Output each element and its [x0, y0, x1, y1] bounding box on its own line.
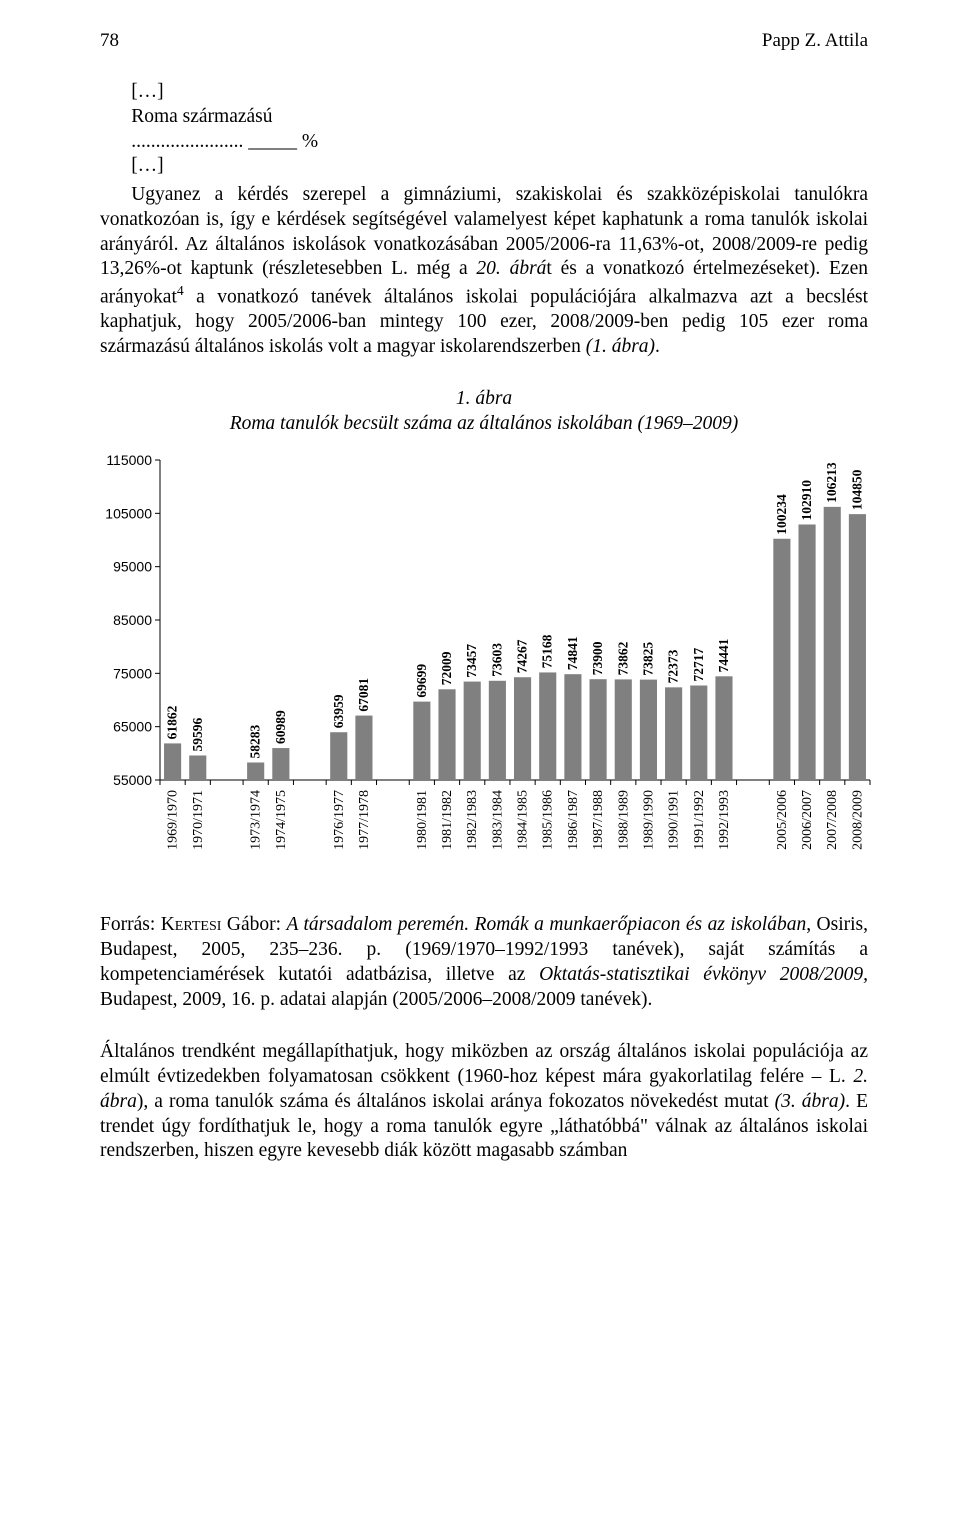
svg-text:58283: 58283: [248, 725, 263, 759]
svg-text:95000: 95000: [113, 559, 152, 575]
svg-text:1989/1990: 1989/1990: [641, 790, 656, 850]
svg-text:1974/1975: 1974/1975: [274, 790, 289, 850]
svg-text:2006/2007: 2006/2007: [800, 790, 815, 850]
paragraph-1: Ugyanez a kérdés szerepel a gimnáziumi, …: [100, 183, 868, 360]
ellipsis-close: […]: [100, 154, 868, 179]
p2-seg-c: ), a roma tanulók száma és általános isk…: [137, 1091, 775, 1112]
svg-text:75000: 75000: [113, 666, 152, 682]
svg-text:1992/1993: 1992/1993: [717, 790, 732, 850]
svg-text:100234: 100234: [774, 494, 789, 535]
svg-text:1984/1985: 1984/1985: [516, 790, 531, 850]
svg-text:1973/1974: 1973/1974: [249, 790, 264, 850]
svg-text:2008/2009: 2008/2009: [850, 790, 865, 850]
svg-text:63959: 63959: [331, 695, 346, 729]
svg-text:67081: 67081: [356, 678, 371, 712]
page-number: 78: [100, 30, 119, 52]
svg-text:59596: 59596: [190, 718, 205, 752]
p1-seg-d: a vonatkozó tanévek általános iskolai po…: [100, 287, 868, 358]
svg-text:2007/2008: 2007/2008: [825, 790, 840, 850]
dot-leader-line: ....................... _____ %: [100, 130, 868, 155]
figure-caption: 1. ábra Roma tanulók becsült száma az ál…: [100, 386, 868, 437]
src-smallcaps: ertesi: [175, 914, 222, 935]
svg-text:72009: 72009: [439, 652, 454, 686]
p2-seg-a: Általános trendként megállapíthatjuk, ho…: [100, 1041, 868, 1087]
svg-text:73900: 73900: [590, 642, 605, 676]
svg-text:55000: 55000: [113, 772, 152, 788]
svg-text:73603: 73603: [489, 643, 504, 677]
svg-text:69699: 69699: [414, 664, 429, 698]
svg-text:1983/1984: 1983/1984: [490, 790, 505, 850]
svg-text:74441: 74441: [716, 639, 731, 673]
svg-text:1982/1983: 1982/1983: [465, 790, 480, 850]
svg-text:1985/1986: 1985/1986: [541, 790, 556, 850]
svg-text:74841: 74841: [565, 637, 580, 671]
chart-svg: 55000 65000 75000 85000 95000 105000 115000 618…: [100, 450, 880, 895]
svg-text:1988/1989: 1988/1989: [616, 790, 631, 850]
svg-text:105000: 105000: [105, 506, 152, 522]
svg-text:104850: 104850: [849, 470, 864, 511]
svg-text:85000: 85000: [113, 612, 152, 628]
svg-text:1980/1981: 1980/1981: [415, 790, 430, 850]
p2-seg-d: (3. ábra): [775, 1091, 846, 1112]
figure-title: Roma tanulók becsült száma az általános …: [100, 411, 868, 436]
svg-text:65000: 65000: [113, 719, 152, 735]
svg-text:2005/2006: 2005/2006: [775, 790, 790, 850]
pre-block: […] Roma származású ....................…: [100, 80, 868, 179]
svg-text:73457: 73457: [464, 644, 479, 678]
svg-text:102910: 102910: [799, 480, 814, 521]
question-line: Roma származású: [100, 105, 868, 130]
svg-text:1969/1970: 1969/1970: [166, 790, 181, 850]
src-a: Forrás: K: [100, 914, 175, 935]
p1-seg-b: 20. ábrá: [476, 258, 546, 279]
footnote-mark: 4: [177, 283, 184, 298]
svg-text:1987/1988: 1987/1988: [591, 790, 606, 850]
svg-text:1970/1971: 1970/1971: [191, 790, 206, 850]
running-author: Papp Z. Attila: [762, 30, 868, 52]
svg-text:61862: 61862: [165, 706, 180, 740]
svg-text:1991/1992: 1991/1992: [692, 790, 707, 850]
p1-seg-e: (1. ábra): [586, 336, 655, 357]
svg-text:1977/1978: 1977/1978: [357, 790, 372, 850]
bar-chart: 55000 65000 75000 85000 95000 105000 115000 618…: [100, 450, 880, 895]
src-it2: Oktatás-statisztikai évkönyv 2008/2009,: [539, 964, 868, 985]
svg-text:72373: 72373: [666, 650, 681, 684]
ellipsis-open: […]: [100, 80, 868, 105]
svg-text:74267: 74267: [515, 640, 530, 674]
page: 78 Papp Z. Attila […] Roma származású ..…: [0, 0, 960, 1204]
src-it1: A társadalom peremén. Romák a munkaerőpi…: [286, 914, 806, 935]
figure-number: 1. ábra: [100, 386, 868, 411]
svg-text:115000: 115000: [106, 452, 152, 468]
svg-text:1981/1982: 1981/1982: [440, 790, 455, 850]
svg-text:1986/1987: 1986/1987: [566, 790, 581, 850]
svg-text:73825: 73825: [640, 642, 655, 676]
source-note: Forrás: Kertesi Gábor: A társadalom pere…: [100, 913, 868, 1012]
svg-text:1976/1977: 1976/1977: [332, 790, 347, 850]
svg-text:106213: 106213: [824, 463, 839, 504]
svg-text:1990/1991: 1990/1991: [667, 790, 682, 850]
paragraph-2: Általános trendként megállapíthatjuk, ho…: [100, 1040, 868, 1164]
svg-text:60989: 60989: [273, 710, 288, 744]
p1-seg-f: .: [655, 336, 660, 357]
running-head: 78 Papp Z. Attila: [100, 30, 868, 52]
src-d: Budapest, 2009, 16. p. adatai alapján (2…: [100, 989, 652, 1010]
svg-text:75168: 75168: [540, 635, 555, 669]
src-b: Gábor:: [221, 914, 286, 935]
svg-text:73862: 73862: [615, 642, 630, 676]
svg-text:72717: 72717: [691, 648, 706, 682]
